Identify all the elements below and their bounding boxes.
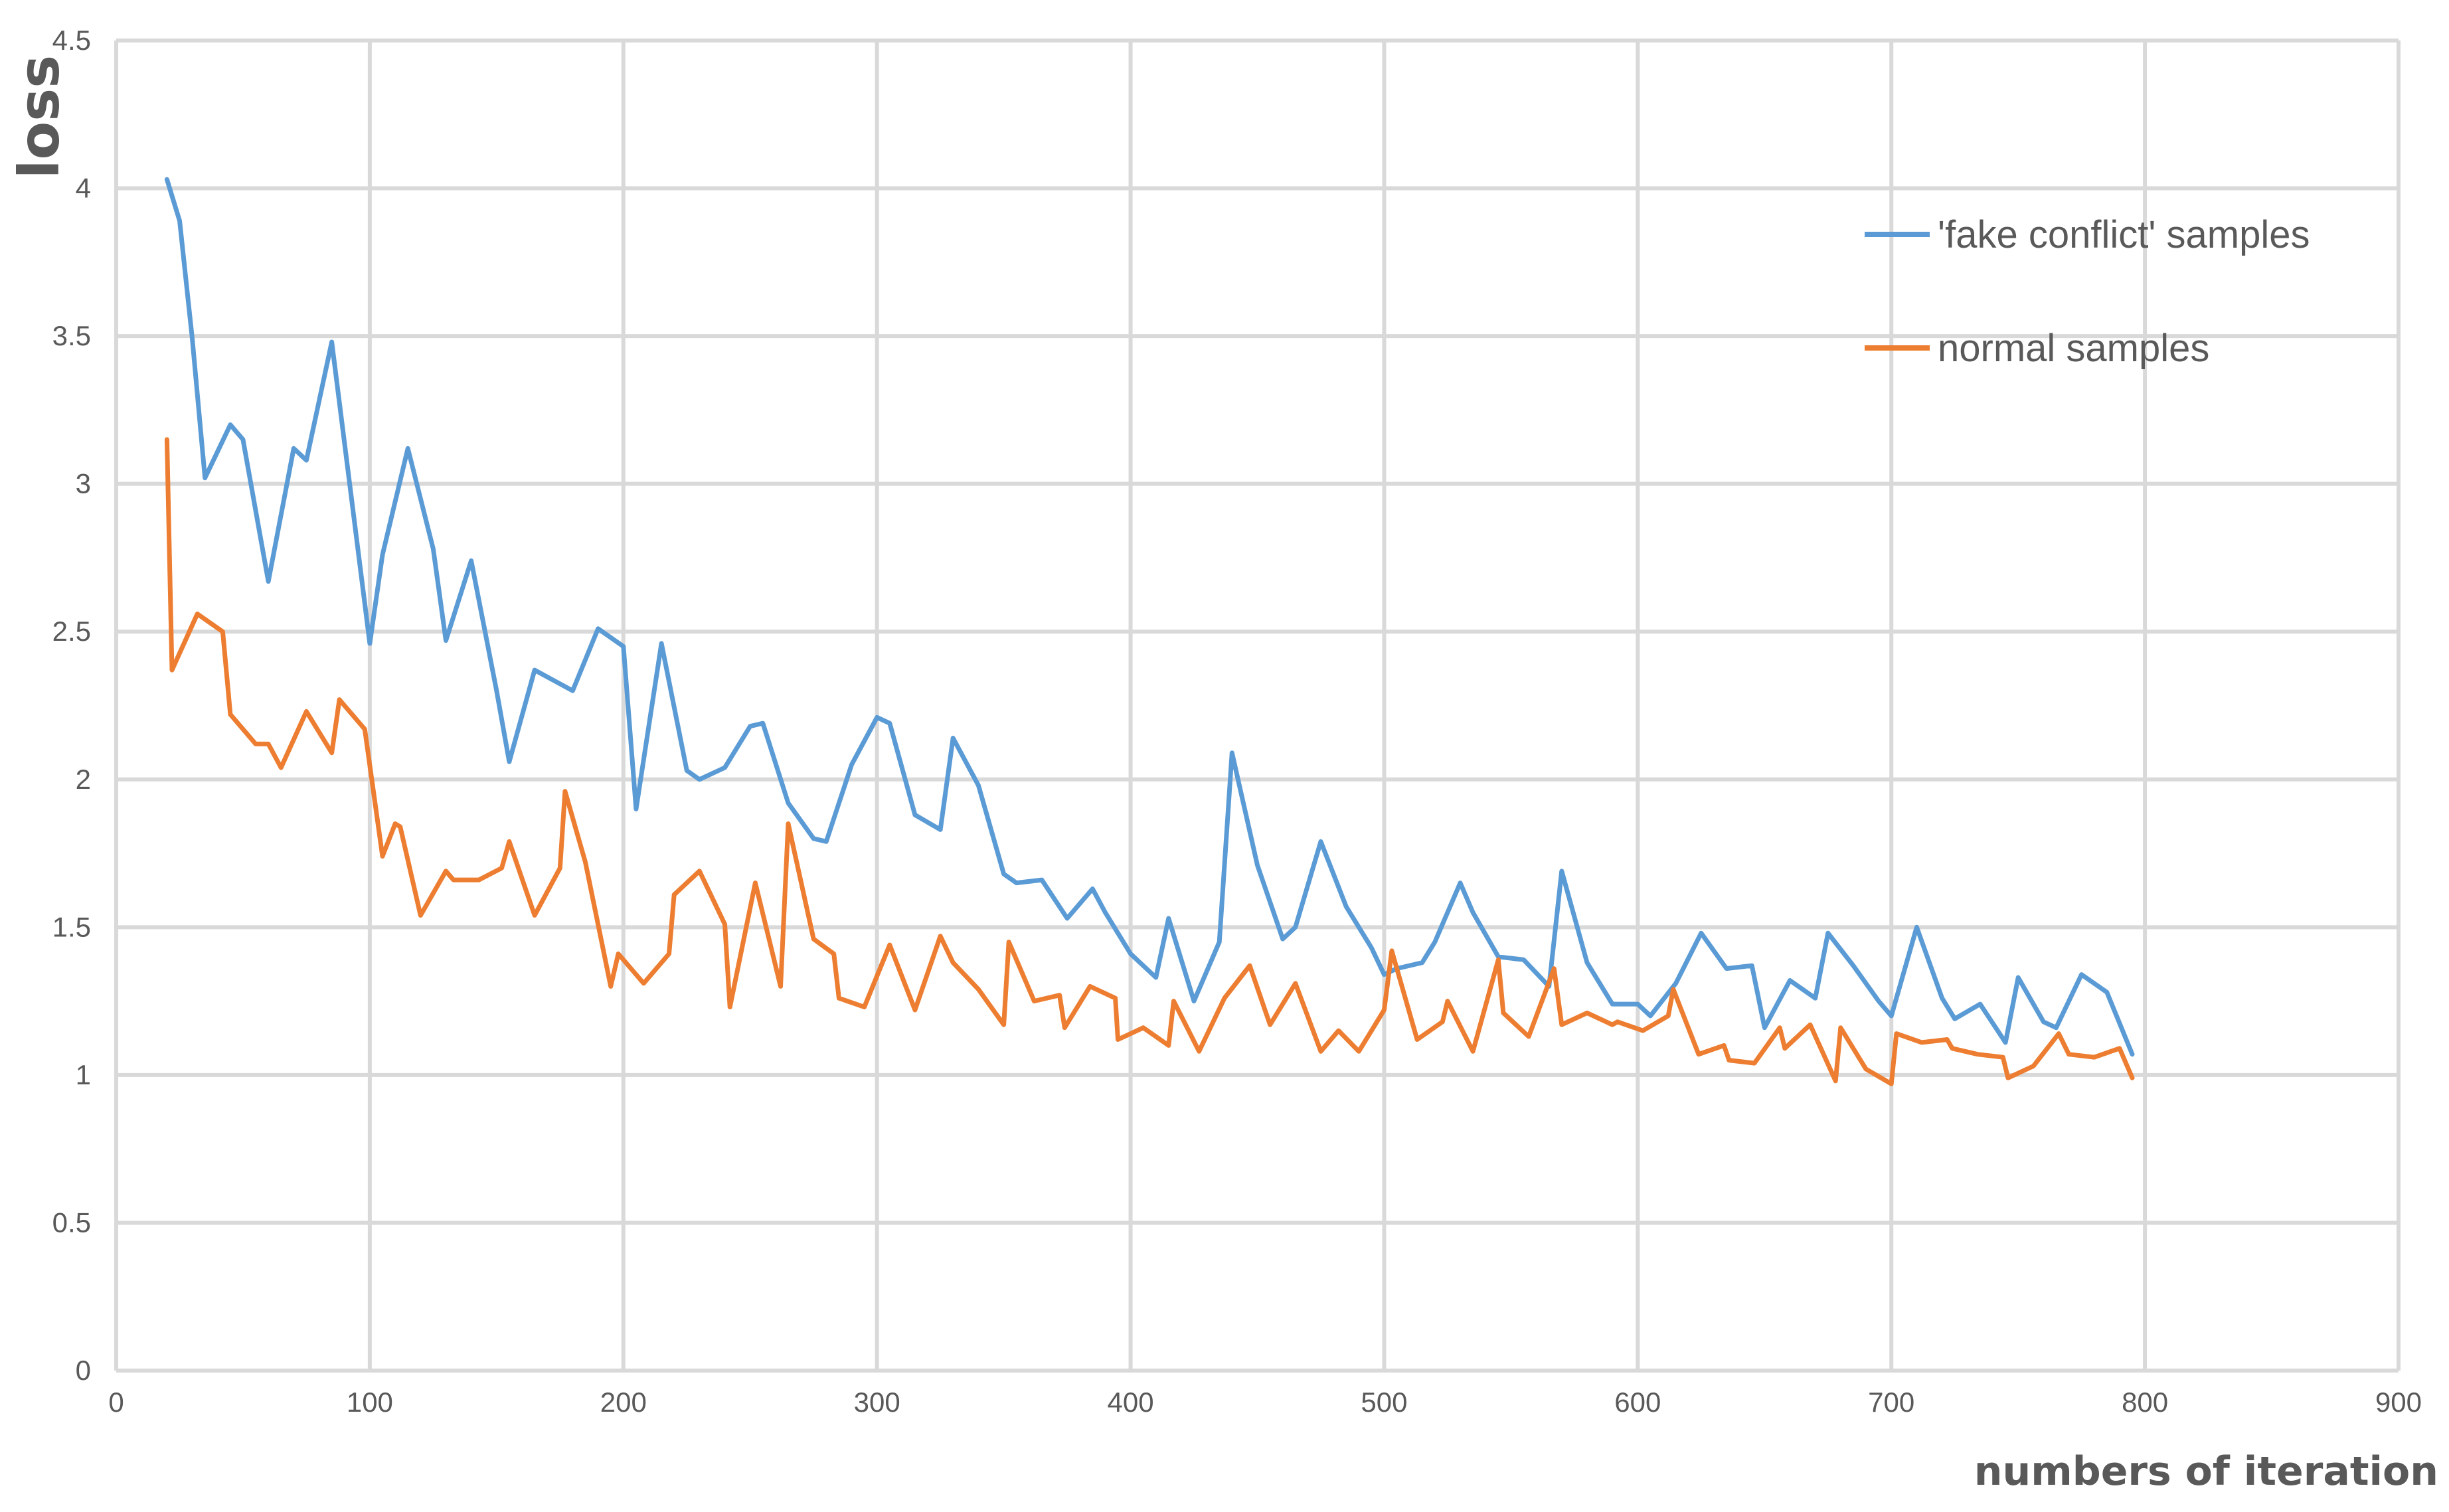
x-tick-label-9: 900 [2375,1386,2422,1418]
y-tick-label-7: 3.5 [52,320,91,351]
x-tick-label-2: 200 [600,1386,647,1418]
y-tick-label-0: 0 [76,1355,91,1386]
y-tick-label-4: 2 [76,764,91,795]
tick-labels: 0 0.5 1 1.5 2 2.5 3 3.5 4 4.5 0 100 200 300 400 500 600 7… [52,25,2422,1418]
x-tick-label-8: 800 [2122,1386,2168,1418]
y-tick-label-3: 1.5 [52,911,91,942]
legend-label-normal: normal samples [1938,327,2209,370]
series-line-normal [164,437,2135,1086]
y-tick-label-9: 4.5 [52,25,91,56]
x-tick-label-6: 600 [1614,1386,1661,1418]
y-axis-title: loss [7,55,72,179]
y-tick-label-1: 0.5 [52,1207,91,1238]
x-tick-label-5: 500 [1361,1386,1407,1418]
legend: 'fake conflict' samples normal samples [1865,213,2310,370]
series-line-fake-conflict [164,177,2135,1057]
gridlines [114,39,2401,1373]
x-tick-label-7: 700 [1868,1386,1914,1418]
y-tick-label-8: 4 [76,173,91,204]
data-series [164,177,2135,1086]
x-tick-label-4: 400 [1108,1386,1154,1418]
x-axis-title: numbers of iteration [1974,1448,2438,1495]
x-tick-label-0: 0 [108,1386,124,1418]
x-tick-label-3: 300 [854,1386,900,1418]
y-tick-label-6: 3 [76,468,91,499]
y-tick-label-2: 1 [76,1059,91,1090]
x-tick-label-1: 100 [347,1386,393,1418]
legend-label-fake-conflict: 'fake conflict' samples [1938,213,2310,256]
y-tick-label-5: 2.5 [52,616,91,647]
